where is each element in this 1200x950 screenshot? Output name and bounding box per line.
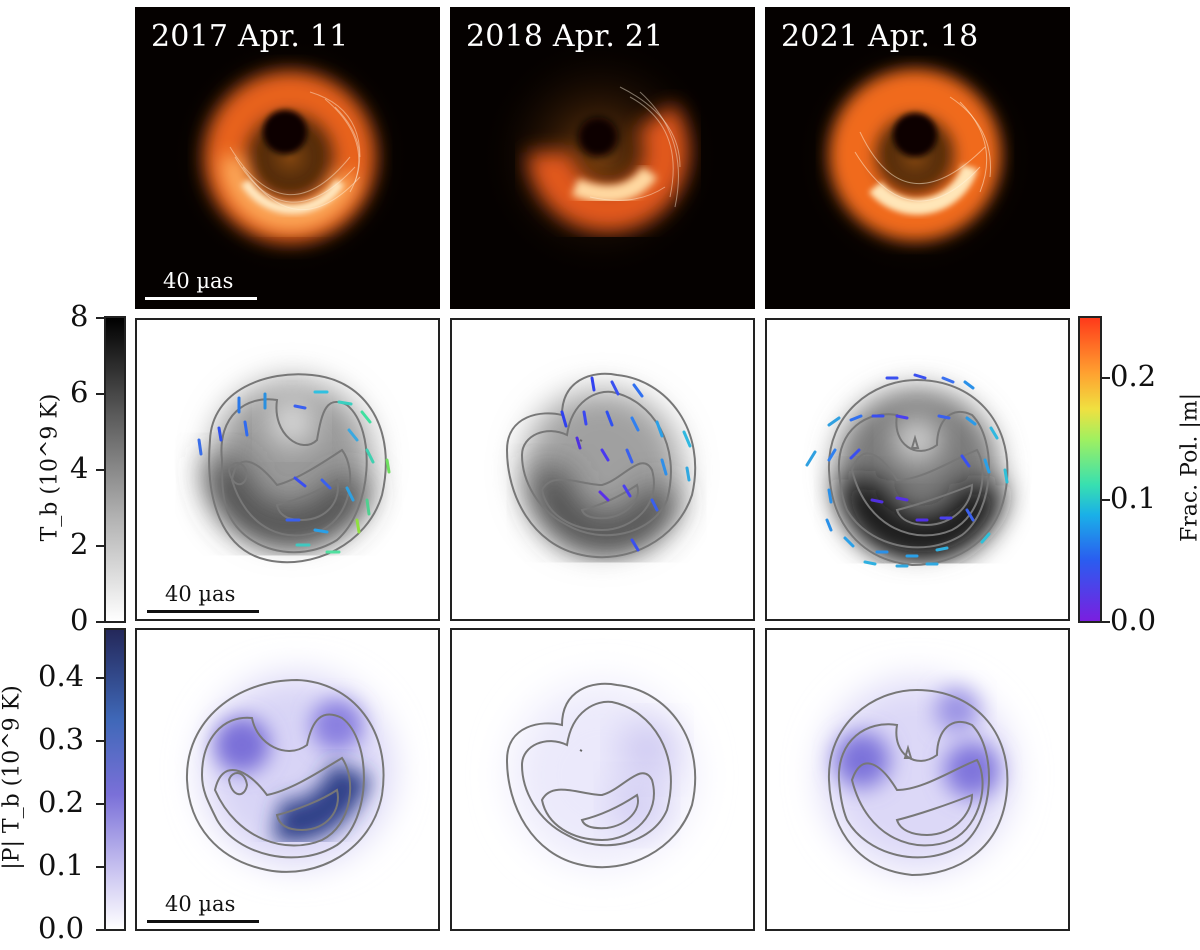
scale-bar-label: 40 µas bbox=[163, 269, 234, 293]
ring-image-2017 bbox=[170, 37, 410, 277]
epoch-label: 2018 Apr. 21 bbox=[466, 19, 664, 54]
tick-label: 0.0 bbox=[38, 911, 85, 945]
scale-bar-label: 40 µas bbox=[165, 892, 236, 916]
image-2017-color: 2017 Apr. 11 40 µas bbox=[135, 7, 440, 309]
colorbar-frac-pol-label: Frac. Pol. |m| bbox=[1177, 392, 1200, 543]
colorbar-pol-tb bbox=[104, 628, 126, 931]
intensity-map-2021 bbox=[805, 373, 1009, 568]
scale-bar bbox=[147, 920, 259, 923]
tick-label: 0.1 bbox=[1110, 481, 1157, 515]
intensity-map-2018 bbox=[505, 372, 697, 559]
scale-bar bbox=[147, 610, 259, 613]
ring-image-2018 bbox=[480, 37, 720, 277]
image-2018-polarized bbox=[450, 628, 755, 931]
image-2021-intensity bbox=[765, 318, 1070, 621]
image-2021-polarized bbox=[765, 628, 1070, 931]
image-2017-intensity: 40 µas bbox=[135, 318, 440, 621]
tick-label: 8 bbox=[70, 299, 89, 333]
tick-label: 0.2 bbox=[38, 785, 85, 819]
tick-label: 0.3 bbox=[38, 722, 85, 756]
colorbar-pol-tb-label: |P| T_b (10^9 K) bbox=[0, 685, 25, 870]
tick-label: 0 bbox=[70, 603, 89, 637]
image-2021-color: 2021 Apr. 18 bbox=[765, 7, 1070, 309]
tick-label: 0.0 bbox=[1110, 603, 1157, 637]
tick-label: 0.1 bbox=[38, 848, 85, 882]
tick-label: 0.4 bbox=[38, 659, 85, 693]
tick-label: 6 bbox=[70, 375, 89, 409]
epoch-label: 2017 Apr. 11 bbox=[151, 19, 349, 54]
image-2017-polarized: 40 µas bbox=[135, 628, 440, 931]
colorbar-tb-label: T_b (10^9 K) bbox=[37, 393, 63, 542]
tick-label: 0.2 bbox=[1110, 359, 1157, 393]
colorbar-tb bbox=[104, 316, 126, 623]
tick-label: 2 bbox=[70, 527, 89, 561]
ring-image-2021 bbox=[795, 37, 1035, 277]
tick-label: 4 bbox=[70, 451, 89, 485]
epoch-label: 2021 Apr. 18 bbox=[781, 19, 979, 54]
scale-bar-label: 40 µas bbox=[165, 582, 236, 606]
image-2018-intensity bbox=[450, 318, 755, 621]
polarized-map-2021 bbox=[822, 680, 1012, 877]
polarized-map-2018 bbox=[505, 682, 697, 869]
scale-bar bbox=[145, 297, 257, 300]
colorbar-frac-pol bbox=[1078, 316, 1102, 623]
intensity-map-2017 bbox=[197, 373, 391, 564]
polarized-map-2017 bbox=[185, 675, 392, 873]
image-2018-color: 2018 Apr. 21 bbox=[450, 7, 755, 309]
